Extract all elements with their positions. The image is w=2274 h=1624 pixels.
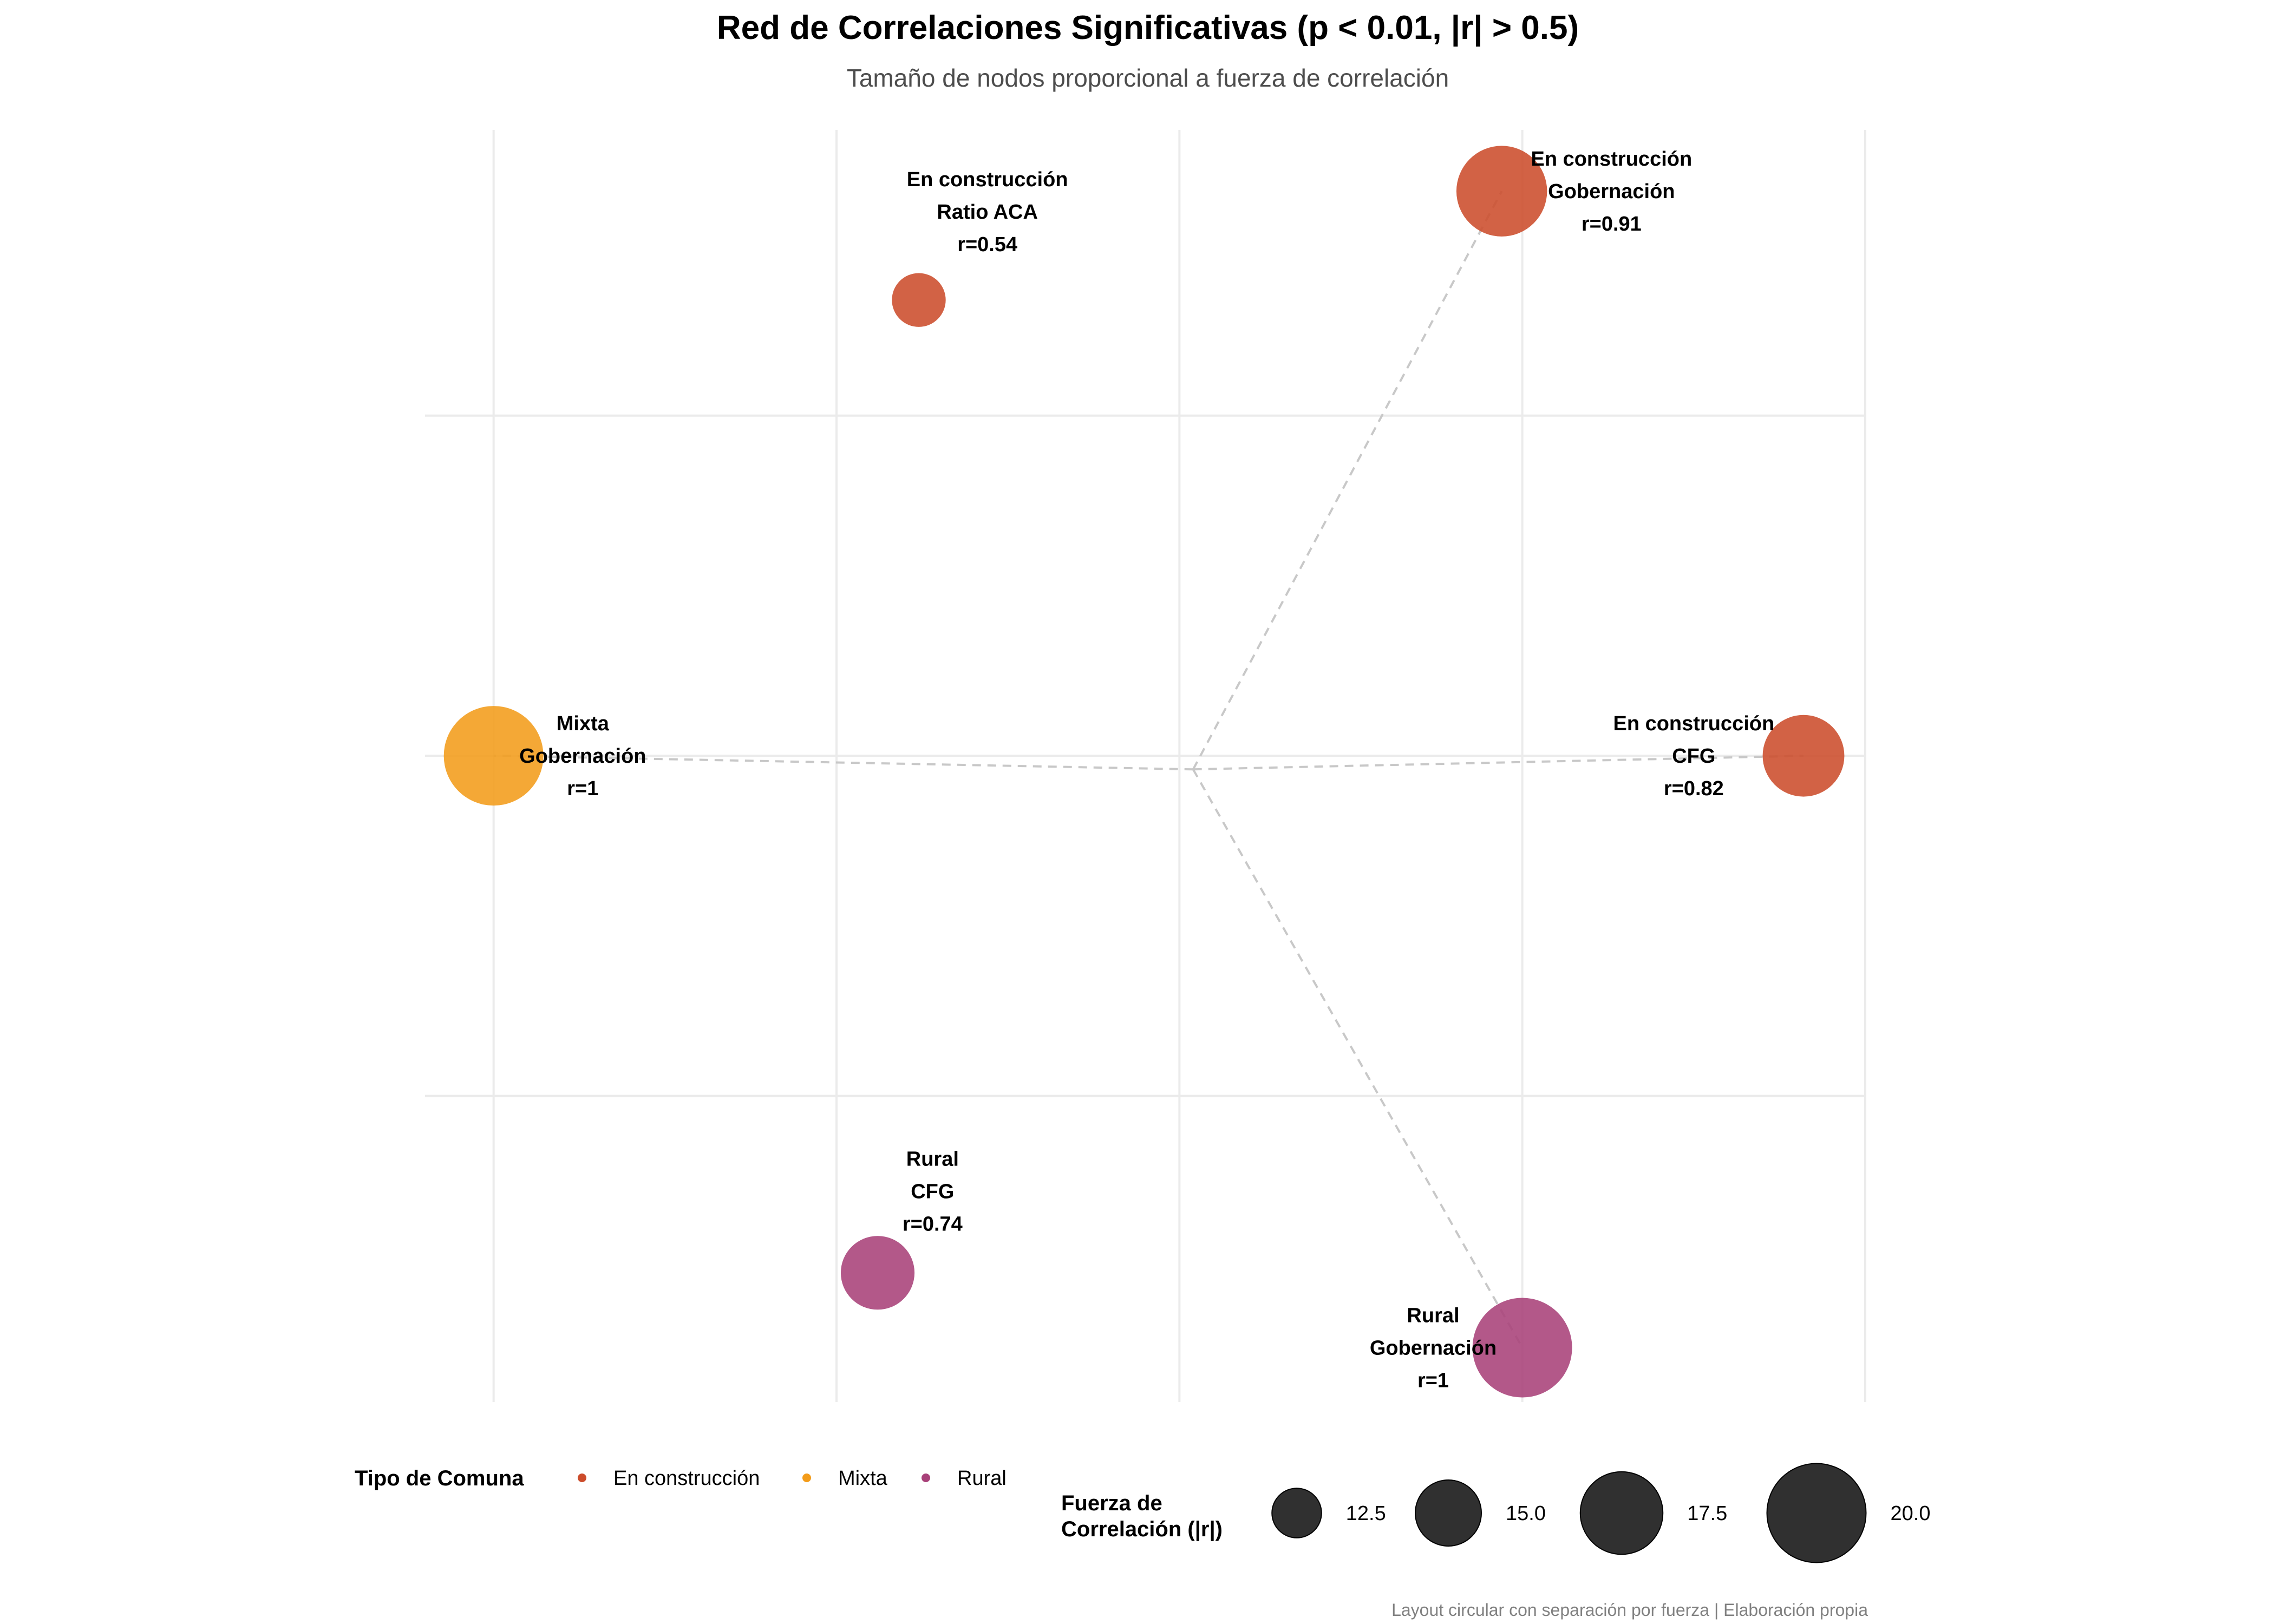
edge-3 <box>1192 769 1524 1348</box>
node-label-n1: En construcción Gobernación r=0.91 <box>1531 148 1692 235</box>
node-n5 <box>840 1236 915 1310</box>
color-legend-label-0: En construcción <box>613 1467 760 1490</box>
size-legend: Fuerza de Correlación (|r|) 12.5 15.0 17.5 20… <box>1061 1463 1931 1563</box>
size-legend-title: Fuerza de Correlación (|r|) <box>1061 1491 1223 1541</box>
color-legend-key-1 <box>802 1474 811 1482</box>
color-legend-label-2: Rural <box>957 1467 1007 1490</box>
node-n3 <box>443 706 544 806</box>
node-n2 <box>892 273 946 327</box>
size-legend-key-1 <box>1415 1479 1482 1547</box>
edge-2 <box>1193 755 1804 771</box>
color-legend-label-1: Mixta <box>838 1467 888 1490</box>
chart-caption: Layout circular con separación por fuerz… <box>1391 1600 1868 1620</box>
edges <box>493 191 1804 1348</box>
edge-1 <box>493 755 1193 771</box>
color-legend-key-2 <box>922 1474 930 1482</box>
node-labels: En construcción Gobernación r=0.91 En const… <box>519 148 1774 1392</box>
color-legend-key-0 <box>578 1474 586 1482</box>
node-n6 <box>1472 1298 1572 1398</box>
chart-title: Red de Correlaciones Significativas (p <… <box>717 9 1579 47</box>
size-legend-label-0: 12.5 <box>1346 1502 1386 1525</box>
nodes <box>443 146 1845 1398</box>
size-legend-key-3 <box>1766 1463 1867 1563</box>
size-legend-key-0 <box>1271 1488 1322 1538</box>
color-legend: Tipo de Comuna En construcción Mixta Rural <box>355 1466 1007 1490</box>
plot-grid <box>425 130 1866 1402</box>
node-n4 <box>1762 715 1845 797</box>
node-n1 <box>1456 146 1547 237</box>
size-legend-label-2: 17.5 <box>1687 1502 1727 1525</box>
size-legend-label-3: 20.0 <box>1891 1502 1931 1525</box>
node-label-n5: Rural CFG r=0.74 <box>903 1148 963 1235</box>
color-legend-title: Tipo de Comuna <box>355 1466 524 1490</box>
chart-subtitle: Tamaño de nodos proporcional a fuerza de… <box>847 64 1449 92</box>
node-label-n6: Rural Gobernación r=1 <box>1370 1304 1497 1392</box>
node-label-n2: En construcción Ratio ACA r=0.54 <box>907 168 1068 256</box>
node-label-n3: Mixta Gobernación r=1 <box>519 712 646 800</box>
size-legend-key-2 <box>1579 1471 1664 1555</box>
size-legend-label-1: 15.0 <box>1506 1502 1546 1525</box>
edge-0 <box>1192 191 1503 770</box>
node-label-n4: En construcción CFG r=0.82 <box>1613 712 1774 800</box>
